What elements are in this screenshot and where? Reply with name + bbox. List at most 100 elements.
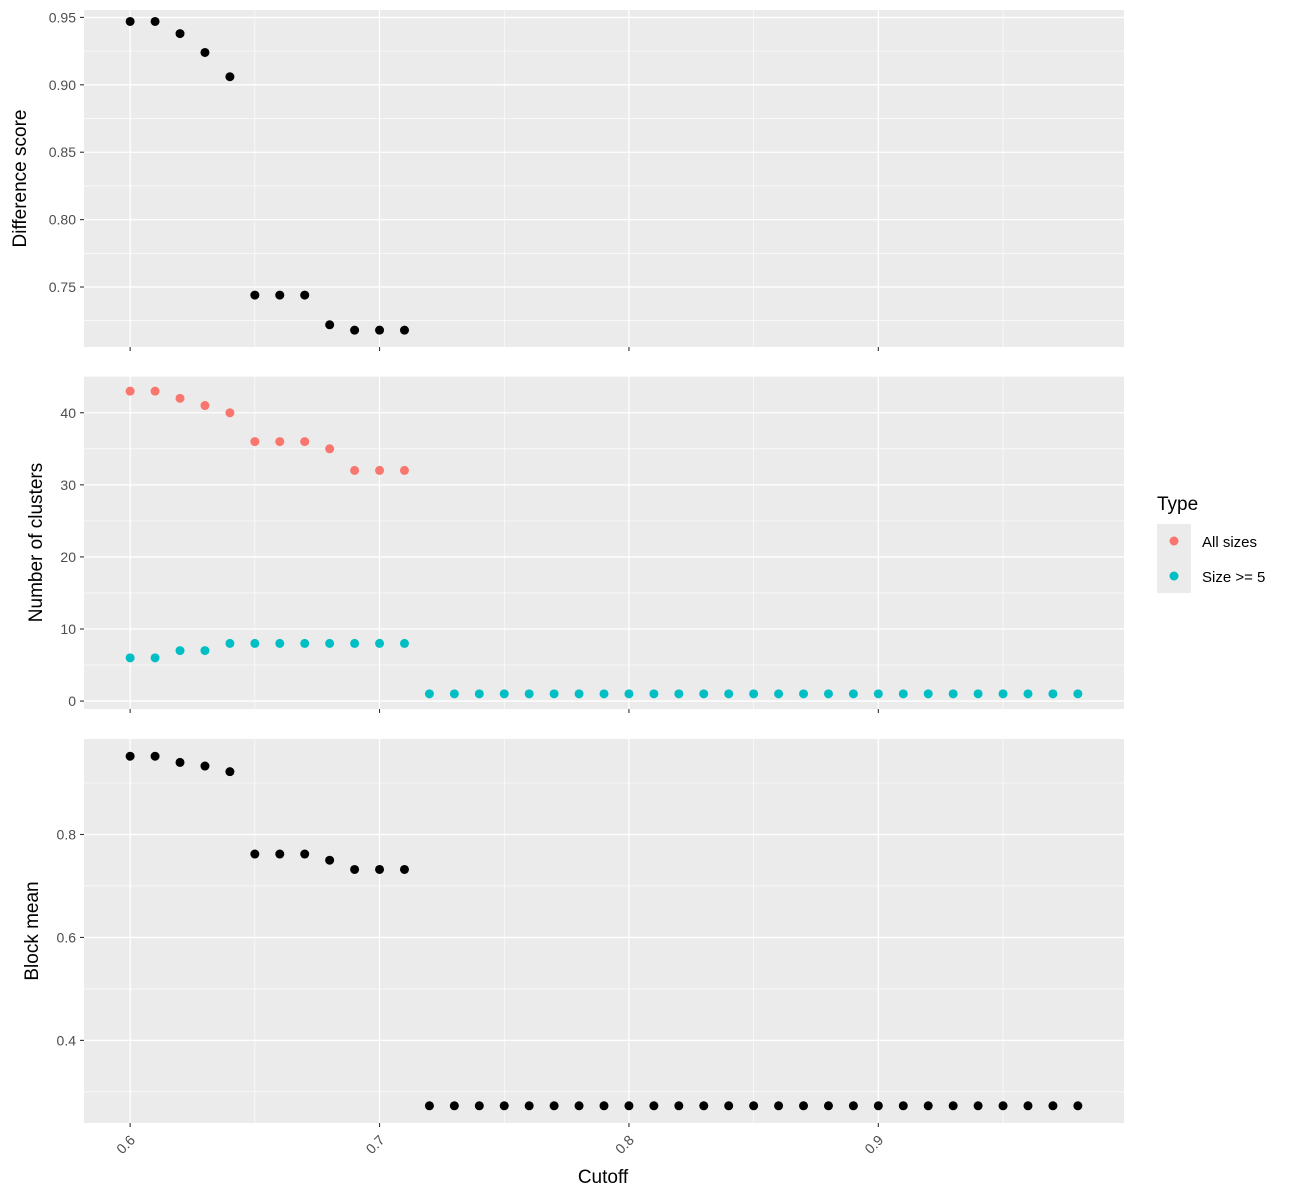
x-tick-label: 0.8 (612, 1132, 637, 1157)
y-tick-label: 0 (68, 693, 76, 709)
y-axis-title-number-of-clusters: Number of clusters (26, 463, 47, 622)
data-point-block-mean (823, 1101, 833, 1111)
data-point-all-sizes (325, 444, 335, 454)
data-point-size-5 (275, 638, 285, 648)
data-point-size-5 (399, 638, 409, 648)
data-point-block-mean (125, 751, 135, 761)
y-tick-label: 0.6 (57, 929, 77, 945)
data-point-block-mean (624, 1101, 634, 1111)
panel-number-of-clusters: 0 10 20 30 40 Number of clusters (26, 376, 1124, 713)
panel-background (84, 10, 1124, 347)
data-point-block-mean (599, 1101, 609, 1111)
data-point-size-5 (624, 689, 634, 699)
data-point-size-5 (699, 689, 709, 699)
data-point-block-mean (524, 1101, 534, 1111)
panels-layer: 0.75 0.80 0.85 0.90 0.95 Difference score 0 10 2… (10, 9, 1124, 1157)
data-point-block-mean (549, 1101, 559, 1111)
data-point-difference-score (150, 16, 160, 26)
legend-label-all-sizes: All sizes (1202, 534, 1257, 551)
data-point-all-sizes (225, 408, 235, 418)
data-point-size-5 (873, 689, 883, 699)
data-point-all-sizes (150, 386, 160, 396)
data-point-size-5 (350, 638, 360, 648)
data-point-difference-score (225, 72, 235, 82)
data-point-block-mean (574, 1101, 584, 1111)
y-axis-title-block-mean: Block mean (22, 881, 43, 980)
legend-title: Type (1157, 494, 1198, 515)
panel-background (84, 739, 1124, 1123)
y-tick-label: 0.85 (49, 144, 76, 160)
y-tick-label: 10 (60, 621, 76, 637)
data-point-size-5 (375, 638, 385, 648)
y-tick-label: 40 (60, 405, 76, 421)
data-point-block-mean (200, 761, 210, 771)
data-point-block-mean (250, 849, 260, 859)
data-point-block-mean (1073, 1101, 1083, 1111)
data-point-all-sizes (399, 465, 409, 475)
data-point-block-mean (749, 1101, 759, 1111)
y-tick-label: 20 (60, 549, 76, 565)
data-point-size-5 (474, 689, 484, 699)
x-axis-title: Cutoff (578, 1167, 629, 1188)
data-point-all-sizes (275, 437, 285, 447)
data-point-difference-score (399, 325, 409, 335)
data-point-block-mean (724, 1101, 734, 1111)
data-point-block-mean (848, 1101, 858, 1111)
x-tick-label: 0.9 (861, 1132, 886, 1157)
data-point-block-mean (175, 757, 185, 767)
data-point-size-5 (574, 689, 584, 699)
data-point-size-5 (674, 689, 684, 699)
data-point-difference-score (275, 290, 285, 300)
y-tick-label: 0.75 (49, 279, 76, 295)
data-point-size-5 (1048, 689, 1058, 699)
data-point-block-mean (499, 1101, 509, 1111)
x-tick-label: 0.7 (363, 1132, 388, 1157)
data-point-size-5 (649, 689, 659, 699)
data-point-block-mean (1023, 1101, 1033, 1111)
x-tick-label: 0.6 (113, 1132, 138, 1157)
data-point-size-5 (499, 689, 509, 699)
data-point-block-mean (325, 855, 335, 865)
data-point-size-5 (724, 689, 734, 699)
legend: Type All sizes Size >= 5 (1157, 494, 1265, 593)
data-point-block-mean (399, 864, 409, 874)
data-point-block-mean (948, 1101, 958, 1111)
legend-key-size-5 (1169, 571, 1179, 581)
data-point-block-mean (375, 864, 385, 874)
data-point-size-5 (1023, 689, 1033, 699)
data-point-block-mean (923, 1101, 933, 1111)
data-point-difference-score (325, 320, 335, 330)
data-point-size-5 (923, 689, 933, 699)
data-point-size-5 (225, 638, 235, 648)
y-tick-label: 0.80 (49, 212, 76, 228)
data-point-size-5 (175, 646, 185, 656)
data-point-all-sizes (125, 386, 135, 396)
y-axis-title-difference-score: Difference score (10, 110, 31, 248)
data-point-size-5 (998, 689, 1008, 699)
data-point-size-5 (948, 689, 958, 699)
y-tick-label: 30 (60, 477, 76, 493)
data-point-size-5 (250, 638, 260, 648)
y-tick-label: 0.8 (57, 826, 77, 842)
data-point-size-5 (973, 689, 983, 699)
data-point-difference-score (175, 29, 185, 39)
data-point-size-5 (799, 689, 809, 699)
data-point-difference-score (125, 16, 135, 26)
data-point-all-sizes (350, 465, 360, 475)
data-point-size-5 (200, 646, 210, 656)
data-point-block-mean (799, 1101, 809, 1111)
data-point-block-mean (898, 1101, 908, 1111)
data-point-block-mean (150, 751, 160, 761)
data-point-block-mean (449, 1101, 459, 1111)
data-point-block-mean (350, 864, 360, 874)
panel-difference-score: 0.75 0.80 0.85 0.90 0.95 Difference score (10, 9, 1124, 351)
legend-label-size-5: Size >= 5 (1202, 569, 1265, 586)
data-point-difference-score (350, 325, 360, 335)
data-point-difference-score (300, 290, 310, 300)
data-point-block-mean (1048, 1101, 1058, 1111)
legend-key-background (1157, 524, 1191, 593)
data-point-all-sizes (200, 401, 210, 411)
data-point-difference-score (200, 47, 210, 57)
data-point-block-mean (699, 1101, 709, 1111)
